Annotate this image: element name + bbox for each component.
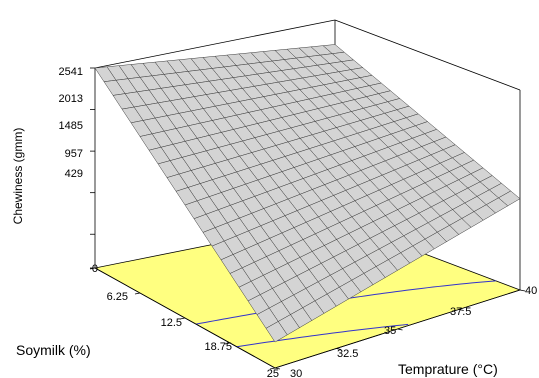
floor-front-right-edge <box>274 289 521 369</box>
x-tick-mark <box>89 267 96 270</box>
z-tick-label: 1485 <box>59 120 83 132</box>
x-tick-mark <box>224 342 231 345</box>
z-axis-label: Chewiness (gmm) <box>11 128 25 225</box>
x-tick-label: 18.75 <box>204 341 232 353</box>
floor-front-left-edge <box>94 267 276 369</box>
x-axis-label: Soymilk (%) <box>16 342 91 358</box>
top-back-left-edge <box>94 19 336 69</box>
y-tick-mark <box>519 289 526 292</box>
x-tick-mark <box>179 317 186 320</box>
x-tick-label: 6.25 <box>107 291 128 303</box>
y-axis-label: Temprature (°C) <box>398 361 498 377</box>
soymilk-axis-ticks: 6.25 12.5 18.75 25 <box>107 291 279 378</box>
y-tick-mark <box>458 309 464 311</box>
z-tick-label: 2013 <box>59 93 83 105</box>
z-tick-label: 429 <box>65 168 83 180</box>
y-tick-label: 32.5 <box>337 348 358 360</box>
y-tick-label: 35 <box>384 325 396 337</box>
response-surface <box>94 44 521 343</box>
top-back-right-edge <box>334 19 521 91</box>
y-tick-label: 37.5 <box>450 306 471 318</box>
y-tick-mark <box>274 367 281 370</box>
y-tick-label: 30 <box>290 368 302 378</box>
z-tick-label: 2541 <box>59 66 83 78</box>
surface-cell <box>265 321 288 343</box>
x-tick-mark <box>134 292 141 295</box>
z-axis-ticks: 0 429 957 1485 2013 2541 <box>59 66 98 275</box>
x-tick-label: 25 <box>267 368 279 378</box>
z-tick-label: 0 <box>92 263 98 275</box>
x-tick-label: 12.5 <box>161 317 182 329</box>
z-tick-label: 957 <box>65 148 83 160</box>
bounding-box-front <box>94 267 521 369</box>
y-tick-label: 40 <box>525 285 537 297</box>
x-tick-mark <box>269 367 276 370</box>
temperature-axis-ticks: 30 32.5 35 37.5 40 <box>290 285 537 378</box>
contour-line <box>236 323 409 348</box>
y-tick-mark <box>397 328 403 331</box>
y-tick-mark <box>336 348 342 350</box>
